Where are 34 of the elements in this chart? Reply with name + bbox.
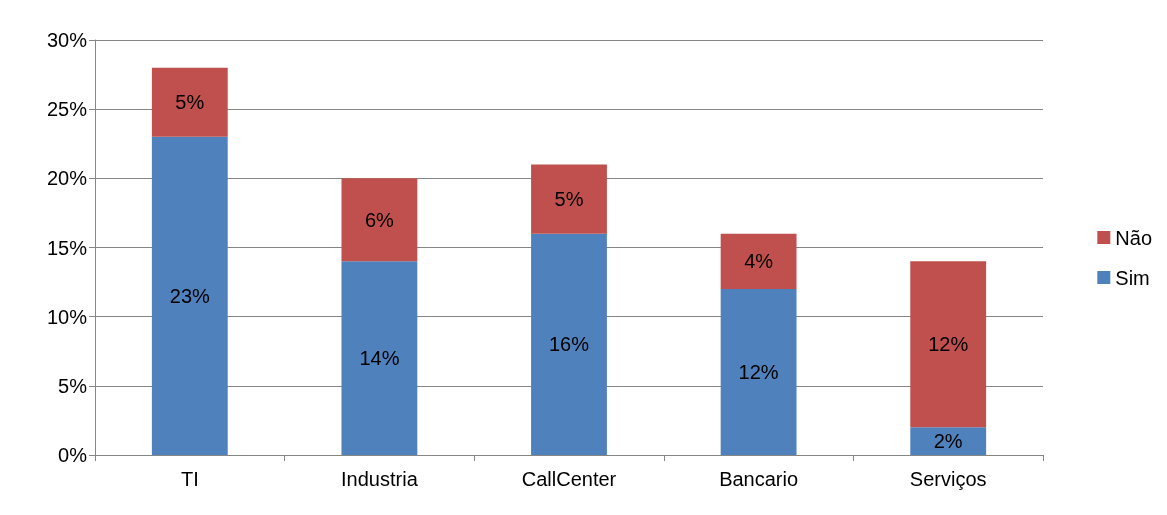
legend-label: Não xyxy=(1115,226,1153,249)
data-label: 12% xyxy=(738,361,779,383)
data-label: 14% xyxy=(359,347,400,370)
bar xyxy=(910,261,987,428)
bar xyxy=(910,427,987,455)
data-label: 23% xyxy=(169,284,211,307)
data-label: 5% xyxy=(554,188,584,211)
data-label: 6% xyxy=(364,208,395,231)
bar xyxy=(531,233,607,455)
bar xyxy=(341,261,418,455)
bar xyxy=(341,178,418,262)
x-tick-label: Industria xyxy=(341,468,419,490)
data-label: 4% xyxy=(744,250,774,273)
y-tick-label: 0% xyxy=(58,444,88,466)
x-tick-label: CallCenter xyxy=(521,468,617,490)
x-tick-label: Bancario xyxy=(719,468,799,490)
x-tick-label: Serviços xyxy=(909,468,987,490)
y-tick-label: 15% xyxy=(46,236,88,259)
bar xyxy=(151,67,228,137)
y-tick-label: 10% xyxy=(46,305,88,328)
bar xyxy=(720,233,797,289)
bar xyxy=(151,136,228,455)
data-label: 5% xyxy=(175,91,205,114)
data-label: 12% xyxy=(928,333,969,356)
y-tick-label: 5% xyxy=(58,374,88,397)
x-tick-label: TI xyxy=(180,468,199,490)
bar xyxy=(531,164,607,234)
legend-label: Sim xyxy=(1115,266,1150,289)
y-tick-label: 20% xyxy=(46,167,88,190)
y-tick-label: 30% xyxy=(46,29,88,51)
data-label: 16% xyxy=(548,333,590,356)
y-tick-label: 25% xyxy=(46,98,88,121)
bar xyxy=(720,289,797,455)
data-label: 2% xyxy=(933,430,963,453)
